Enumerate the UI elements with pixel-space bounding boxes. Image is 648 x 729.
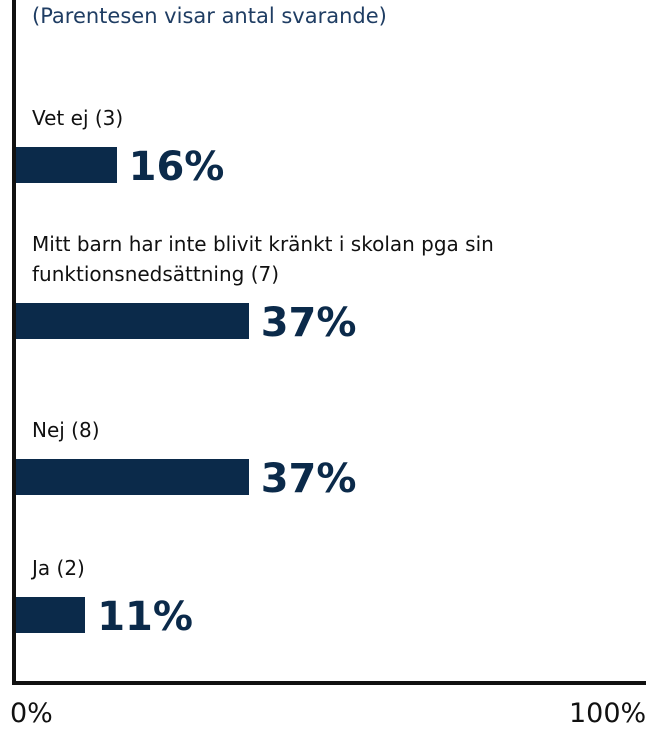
value-label: 37% <box>260 456 357 502</box>
x-axis <box>12 681 646 685</box>
value-label: 11% <box>97 594 193 640</box>
category-label: Ja (2) <box>32 556 85 580</box>
category-label: Vet ej (3) <box>32 106 124 130</box>
bar <box>16 303 249 339</box>
category-label: Nej (8) <box>32 418 100 442</box>
value-label: 16% <box>128 144 225 190</box>
x-tick-label: 100% <box>569 698 647 729</box>
y-axis <box>12 0 16 685</box>
x-tick-label: 0% <box>10 698 53 729</box>
chart-subtitle: (Parentesen visar antal svarande) <box>32 4 387 28</box>
bar <box>16 147 117 183</box>
category-label: Mitt barn har inte blivit kränkt i skola… <box>32 232 494 286</box>
bar <box>16 459 249 495</box>
bar <box>16 597 86 633</box>
value-label: 37% <box>260 300 357 346</box>
